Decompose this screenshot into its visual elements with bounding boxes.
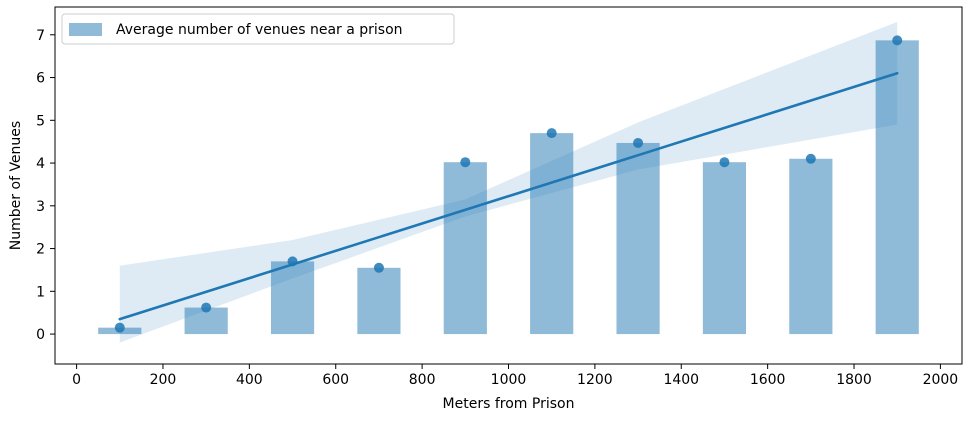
bar <box>875 40 919 335</box>
scatter-point <box>892 35 903 46</box>
bar <box>357 267 401 335</box>
confidence-band <box>119 22 898 343</box>
scatter-point <box>114 322 125 333</box>
scatter-point <box>373 262 384 273</box>
x-tick-label: 1600 <box>750 372 786 388</box>
x-tick-label: 1400 <box>663 372 699 388</box>
bar <box>270 261 315 335</box>
legend: Average number of venues near a prison <box>61 13 455 45</box>
y-tick-label: 2 <box>36 242 45 258</box>
regression-line <box>118 71 899 321</box>
x-tick-label: 1000 <box>491 372 527 388</box>
scatter-point <box>287 256 298 267</box>
scatter-point <box>201 302 212 313</box>
scatter-point <box>546 128 557 139</box>
scatter-point <box>805 153 816 164</box>
x-tick-label: 600 <box>322 372 349 388</box>
x-tick-label: 0 <box>72 372 81 388</box>
regression-line-layer <box>118 71 899 321</box>
x-tick-label: 1800 <box>836 372 872 388</box>
x-axis-ticks: 0 200 400 600 800 1000 1200 1400 1600 1800 2000 <box>72 364 958 388</box>
y-tick-label: 4 <box>36 156 45 172</box>
legend-swatch <box>69 23 102 36</box>
bar-layer <box>98 40 919 335</box>
scatter-point <box>719 157 730 168</box>
bar <box>530 133 574 335</box>
x-tick-label: 2000 <box>923 372 959 388</box>
x-tick-label: 200 <box>150 372 177 388</box>
y-tick-label: 7 <box>36 28 45 44</box>
y-axis-ticks: 0 1 2 3 4 5 6 7 <box>36 28 55 343</box>
x-tick-label: 1200 <box>577 372 613 388</box>
y-tick-label: 5 <box>36 113 45 129</box>
y-tick-label: 3 <box>36 199 45 215</box>
x-axis-label: Meters from Prison <box>443 396 575 412</box>
y-tick-label: 1 <box>36 284 45 300</box>
bar <box>702 162 747 335</box>
y-tick-label: 0 <box>36 327 45 343</box>
scatter-point <box>460 157 471 168</box>
y-tick-label: 6 <box>36 71 45 87</box>
x-tick-label: 400 <box>236 372 263 388</box>
y-axis-label: Number of Venues <box>8 121 24 250</box>
legend-box <box>61 13 455 45</box>
bar <box>443 162 487 335</box>
x-tick-label: 800 <box>409 372 436 388</box>
bar <box>616 142 660 335</box>
confidence-band-layer <box>119 22 898 343</box>
bar <box>789 158 833 335</box>
scatter-point <box>633 137 644 148</box>
legend-label: Average number of venues near a prison <box>116 22 403 38</box>
scatter-point-layer <box>114 35 903 333</box>
